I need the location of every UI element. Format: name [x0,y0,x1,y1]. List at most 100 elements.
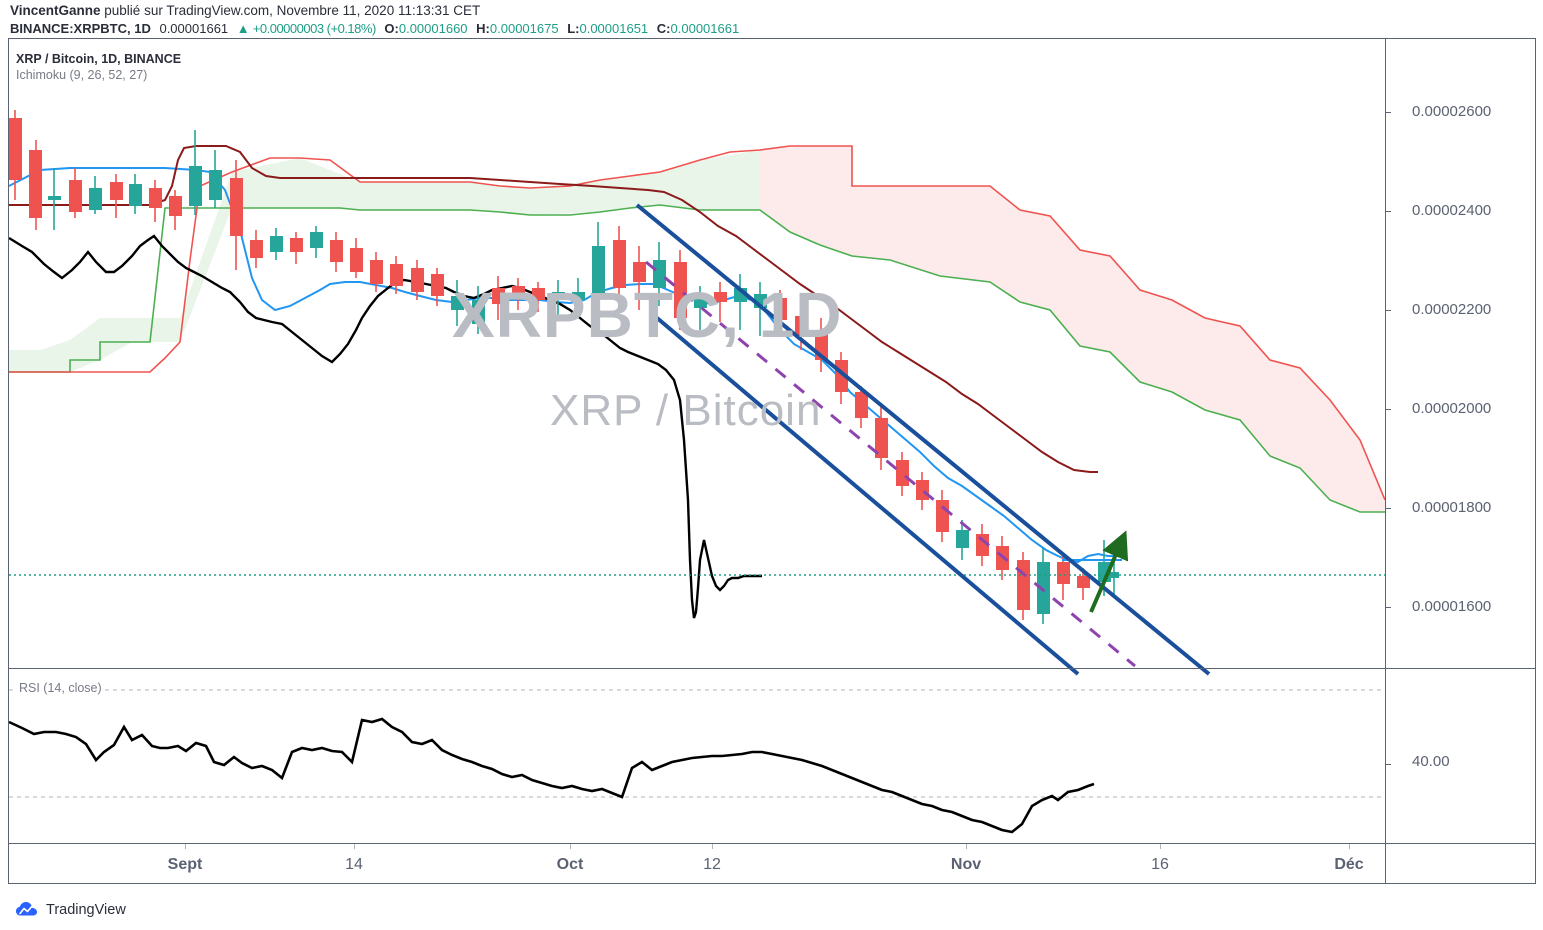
quote-line: BINANCE:XRPBTC, 1D 0.00001661 ▲ +0.00000… [10,21,739,36]
price-tick [1386,310,1391,311]
indicator-label: Ichimoku (9, 26, 52, 27) [16,68,148,82]
candle[interactable] [390,256,403,294]
candle[interactable] [653,242,666,306]
close-label: C: [656,21,671,36]
rsi-series-group [9,689,1385,834]
price-axis-label: 0.00002400 [1412,202,1492,219]
candle[interactable] [592,222,605,312]
chikou-span-line [9,234,762,619]
candle[interactable] [795,304,808,350]
tradingview-logo-icon [16,901,38,919]
candle[interactable] [149,180,162,222]
descending-channel[interactable] [635,203,1211,676]
chikou-span-group [9,234,762,619]
candle[interactable] [714,282,727,322]
candlestick-series[interactable] [9,110,1119,624]
candle[interactable] [310,226,323,258]
time-axis-label: Oct [556,856,584,873]
candle[interactable] [633,246,646,310]
candle[interactable] [250,230,263,268]
candle[interactable] [48,168,61,230]
ichimoku-cloud-group [9,145,1385,513]
author-name: VincentGanne [10,3,101,18]
candle[interactable] [734,274,747,330]
tenkan-sen-group [9,167,1118,564]
time-tick [1160,844,1161,849]
time-tick [1349,844,1350,849]
candle[interactable] [169,190,182,230]
candle[interactable] [1017,552,1030,620]
price-tick [1386,409,1391,410]
symbol-label: BINANCE:XRPBTC, 1D [10,21,151,36]
time-tick [712,844,713,849]
close-value: 0.00001661 [670,21,740,36]
candle[interactable] [350,238,363,278]
footer: TradingView [16,901,126,919]
time-axis-top-border [8,843,1536,844]
cloud-bearish-fill-top [760,146,790,232]
candle[interactable] [956,520,969,560]
candle[interactable] [189,130,202,215]
candle[interactable] [613,226,626,306]
channel-upper-line [635,203,1211,676]
candle[interactable] [855,386,868,428]
candle[interactable] [916,472,929,510]
candle[interactable] [1057,556,1070,600]
kijun-sen-line [9,145,1098,473]
candle[interactable] [330,232,343,272]
candle[interactable] [270,228,283,260]
candle[interactable] [451,280,464,326]
candle[interactable] [896,452,909,496]
price-change: +0.00000003 (+0.18%) [252,21,377,36]
candle[interactable] [290,232,303,264]
candle[interactable] [674,250,687,330]
cloud-bearish-fill [760,146,1385,512]
candle[interactable] [492,276,505,320]
candle[interactable] [411,260,424,300]
candle[interactable] [29,140,42,230]
chart-bottom-border [8,883,1536,884]
candle[interactable] [774,290,787,334]
senkou-span-b-line [9,145,1385,501]
candle[interactable] [89,176,102,214]
open-label: O: [384,21,399,36]
low-value: 0.00001651 [579,21,649,36]
change-arrow-icon: ▲ [236,21,250,36]
candle[interactable] [69,168,82,218]
time-axis-label: Déc [1334,856,1364,873]
channel-lower-line [648,310,1080,676]
time-tick [966,844,967,849]
candle[interactable] [209,150,222,208]
candle[interactable] [552,280,565,316]
chart-header: VincentGanne publié sur TradingView.com,… [0,0,1543,38]
time-axis-label: 12 [703,856,721,873]
candle[interactable] [512,278,525,310]
candle[interactable] [976,524,989,566]
price-axis-label: 0.00001800 [1412,499,1492,516]
candle[interactable] [472,286,485,334]
senkou-span-a-line [9,204,1385,513]
candle[interactable] [431,268,444,306]
time-axis-label: 14 [345,856,363,873]
candle[interactable] [110,174,123,218]
time-axis-label: Nov [950,856,982,873]
chart-left-border [8,38,9,883]
cloud-bullish-fill-2 [132,150,760,342]
rsi-axis-label: 40.00 [1412,753,1450,770]
candle[interactable] [9,110,22,200]
price-axis-label: 0.00001600 [1412,598,1492,615]
high-value: 0.00001675 [489,21,559,36]
candle[interactable] [936,490,949,542]
candle[interactable] [1077,568,1090,600]
candle[interactable] [694,286,707,330]
candle[interactable] [370,252,383,292]
candle[interactable] [532,282,545,312]
candle[interactable] [875,404,888,470]
chart-title: XRP / Bitcoin, 1D, BINANCE [16,52,182,66]
candle[interactable] [129,174,142,214]
candle[interactable] [230,160,243,270]
time-tick [570,844,571,849]
candle[interactable] [572,278,585,318]
time-tick [354,844,355,849]
